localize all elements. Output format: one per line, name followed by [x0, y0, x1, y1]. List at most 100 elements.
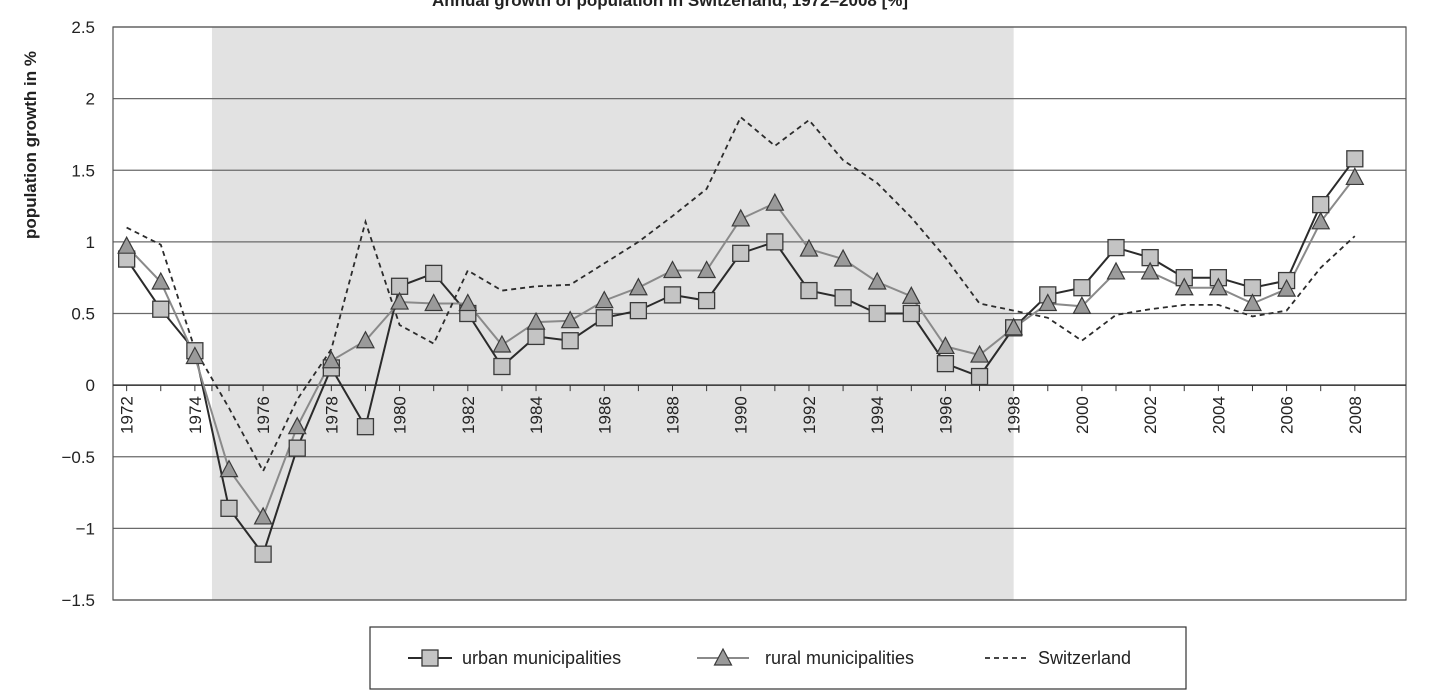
data-point-urban-municipalities: [902, 304, 920, 323]
x-tick-label: 1992: [800, 396, 819, 434]
x-tick-label: 1998: [1005, 396, 1024, 434]
data-point-urban-municipalities: [527, 327, 545, 346]
data-point-urban-municipalities: [800, 281, 818, 300]
data-point-urban-municipalities: [868, 304, 886, 323]
legend-switzerland-label: Switzerland: [1038, 648, 1131, 668]
data-point-urban-municipalities: [970, 367, 989, 386]
data-point-rural-municipalities: [1345, 167, 1365, 186]
legend-box: [369, 626, 1187, 690]
data-point-urban-municipalities: [697, 291, 716, 310]
data-point-rural-municipalities: [287, 416, 307, 435]
legend-item-rural: rural municipalities: [697, 647, 914, 668]
x-tick-label: 2002: [1141, 396, 1160, 434]
data-point-urban-municipalities: [936, 354, 955, 373]
data-point-urban-municipalities: [493, 357, 511, 376]
data-point-rural-municipalities: [901, 286, 921, 304]
data-point-rural-municipalities: [560, 310, 580, 329]
legend-item-urban: urban municipalities: [408, 648, 621, 668]
data-point-rural-municipalities: [526, 311, 546, 330]
data-point-rural-municipalities: [151, 271, 171, 290]
data-point-urban-municipalities: [1312, 195, 1330, 214]
data-point-urban-municipalities: [595, 309, 613, 327]
x-tick-label: 1994: [868, 396, 887, 434]
data-point-rural-municipalities: [628, 277, 648, 296]
legend-rural-label: rural municipalities: [765, 648, 914, 668]
data-point-urban-municipalities: [766, 233, 784, 251]
data-point-rural-municipalities: [663, 260, 683, 279]
data-point-rural-municipalities: [321, 350, 341, 369]
data-point-urban-municipalities: [834, 289, 852, 307]
data-point-rural-municipalities: [594, 290, 614, 309]
x-tick-label: 1974: [186, 396, 205, 434]
x-tick-label: 1986: [595, 396, 614, 434]
plot-area: −1.5 −1 −0.5 0 0.5 1 1.5 2 2.5 1972 1974 1976 1978 19…: [61, 18, 1407, 610]
x-tick-label: 1982: [459, 396, 478, 434]
data-point-rural-municipalities: [867, 271, 887, 290]
data-point-rural-municipalities: [970, 344, 990, 363]
data-point-rural-municipalities: [424, 293, 444, 312]
data-point-urban-municipalities: [629, 301, 648, 320]
data-point-rural-municipalities: [458, 293, 478, 312]
data-point-rural-municipalities: [1174, 277, 1194, 296]
y-tick-label: −0.5: [61, 448, 95, 467]
data-point-rural-municipalities: [253, 506, 273, 525]
y-tick-label: 2.5: [71, 18, 95, 37]
y-tick-label: −1.5: [61, 591, 95, 610]
data-point-rural-municipalities: [731, 208, 751, 227]
data-point-urban-municipalities: [1107, 238, 1125, 257]
data-point-rural-municipalities: [799, 238, 819, 257]
data-point-urban-municipalities: [152, 300, 170, 318]
data-point-rural-municipalities: [1208, 277, 1228, 296]
data-point-rural-municipalities: [1277, 278, 1297, 297]
data-point-urban-municipalities: [663, 286, 682, 304]
x-tick-label: 1984: [527, 396, 546, 434]
x-tick-label: 1988: [664, 396, 683, 434]
data-point-rural-municipalities: [355, 330, 375, 349]
chart-title: Annual growth of population in Switzerla…: [432, 0, 908, 10]
x-tick-label: 1976: [254, 396, 273, 434]
x-tick-label: 2006: [1278, 396, 1297, 434]
y-tick-label: 0.5: [71, 305, 95, 324]
legend-urban-marker: [421, 649, 439, 667]
data-point-rural-municipalities: [1311, 211, 1331, 230]
data-point-rural-municipalities: [219, 459, 239, 478]
x-tick-label: 1978: [322, 396, 341, 434]
legend-item-switzerland: Switzerland: [985, 648, 1131, 668]
plot-frame: [112, 26, 1407, 601]
data-point-urban-municipalities: [220, 499, 238, 517]
data-point-rural-municipalities: [765, 192, 785, 211]
x-tick-label: 1996: [936, 396, 955, 434]
data-point-urban-municipalities: [356, 418, 375, 436]
x-tick-label: 1972: [118, 396, 137, 434]
y-tick-label: 1.5: [71, 161, 95, 180]
y-tick-label: 1: [86, 233, 95, 252]
data-point-rural-municipalities: [390, 291, 410, 310]
data-point-rural-municipalities: [1072, 296, 1092, 314]
data-point-rural-municipalities: [492, 334, 512, 353]
data-point-urban-municipalities: [254, 545, 272, 563]
x-tick-label: 2000: [1073, 396, 1092, 434]
data-point-urban-municipalities: [288, 439, 306, 457]
x-tick-label: 2004: [1209, 396, 1228, 434]
data-point-rural-municipalities: [1004, 317, 1024, 336]
data-point-rural-municipalities: [1140, 261, 1160, 280]
y-axis-label: population growth in %: [21, 51, 40, 239]
data-point-rural-municipalities: [185, 346, 205, 365]
data-point-rural-municipalities: [117, 235, 137, 254]
data-point-urban-municipalities: [425, 264, 443, 283]
y-tick-label: 0: [86, 376, 95, 395]
y-tick-label: −1: [76, 519, 95, 538]
x-tick-label: 2008: [1346, 396, 1365, 434]
legend-urban-label: urban municipalities: [462, 648, 621, 668]
data-point-urban-municipalities: [732, 244, 750, 262]
legend: urban municipalities rural municipalitie…: [369, 626, 1187, 690]
data-point-urban-municipalities: [561, 332, 579, 350]
data-point-urban-municipalities: [1346, 150, 1364, 168]
data-point-rural-municipalities: [833, 248, 853, 267]
series-line-switzerland: [126, 115, 1356, 474]
data-point-rural-municipalities: [697, 260, 717, 279]
data-point-rural-municipalities: [1106, 261, 1126, 280]
data-point-rural-municipalities: [935, 336, 955, 355]
data-point-rural-municipalities: [1038, 293, 1058, 312]
